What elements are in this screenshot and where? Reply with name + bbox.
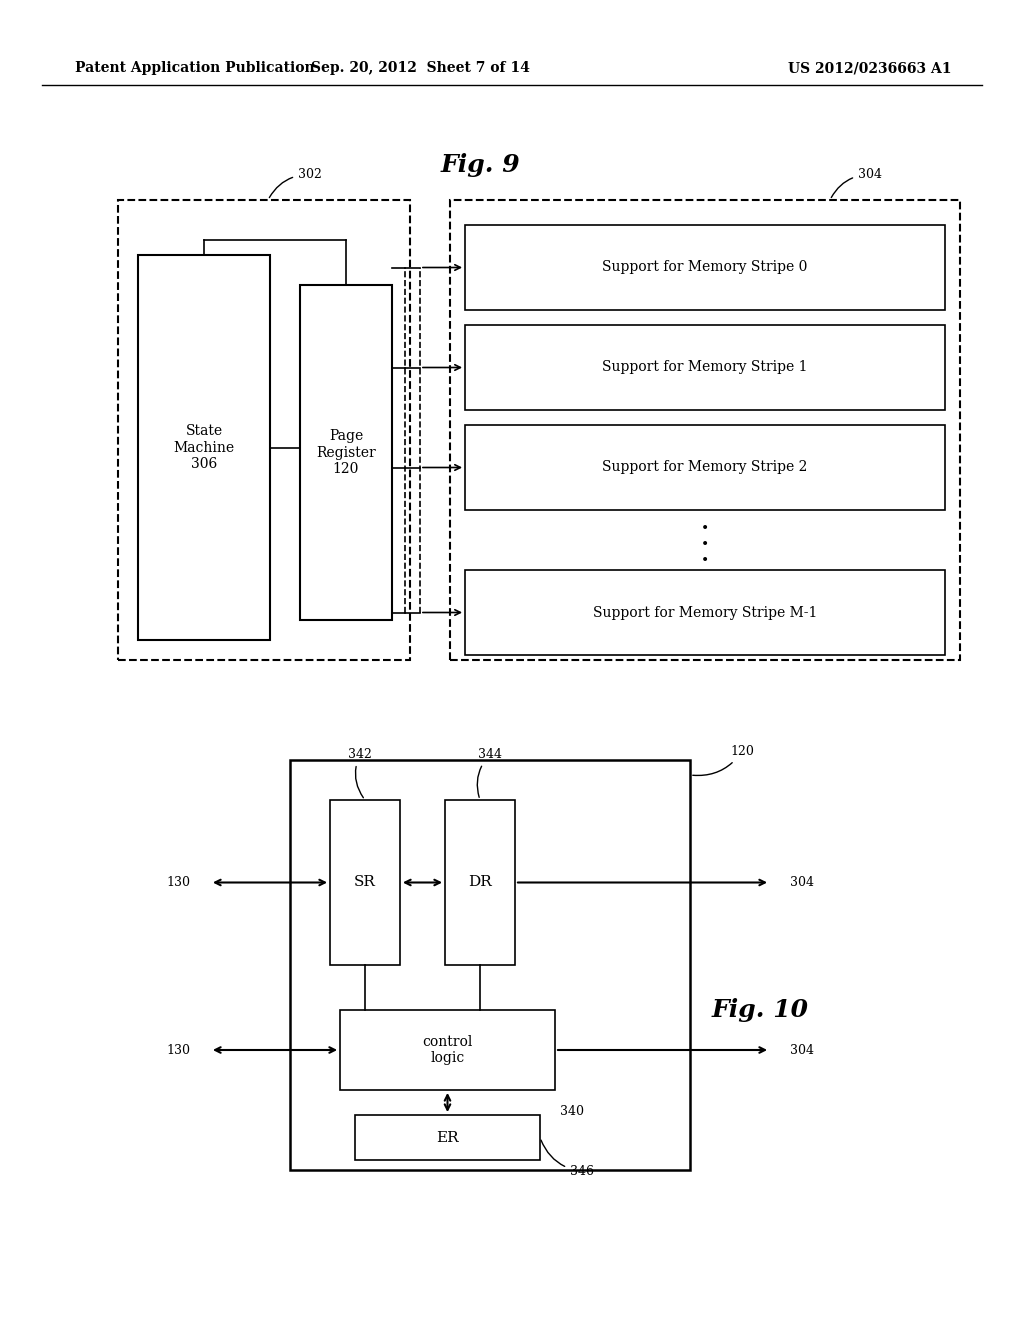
Text: 344: 344: [477, 748, 502, 797]
Text: 342: 342: [348, 748, 372, 797]
Text: 130: 130: [166, 1044, 190, 1056]
Text: 302: 302: [269, 168, 322, 198]
Bar: [445, 800, 515, 965]
Text: Fig. 9: Fig. 9: [440, 153, 520, 177]
Text: Fig. 10: Fig. 10: [712, 998, 809, 1022]
Bar: [465, 325, 945, 411]
Text: •
•
•: • • •: [700, 521, 710, 568]
Bar: [340, 1010, 555, 1090]
Text: SR: SR: [354, 875, 376, 890]
Text: Support for Memory Stripe 0: Support for Memory Stripe 0: [602, 260, 808, 275]
Text: control
logic: control logic: [422, 1035, 473, 1065]
Bar: [355, 1115, 540, 1160]
Text: Support for Memory Stripe M-1: Support for Memory Stripe M-1: [593, 606, 817, 619]
Text: 304: 304: [790, 876, 814, 888]
Text: 304: 304: [790, 1044, 814, 1056]
Bar: [300, 285, 392, 620]
Text: Support for Memory Stripe 1: Support for Memory Stripe 1: [602, 360, 808, 375]
Text: 304: 304: [831, 168, 882, 198]
Bar: [138, 255, 270, 640]
Bar: [465, 570, 945, 655]
Text: Patent Application Publication: Patent Application Publication: [75, 61, 314, 75]
Text: ER: ER: [436, 1130, 459, 1144]
Text: US 2012/0236663 A1: US 2012/0236663 A1: [788, 61, 951, 75]
Text: 340: 340: [560, 1105, 584, 1118]
Bar: [330, 800, 400, 965]
Text: 120: 120: [693, 744, 754, 775]
Text: Support for Memory Stripe 2: Support for Memory Stripe 2: [602, 461, 808, 474]
Bar: [290, 760, 690, 1170]
Text: 346: 346: [541, 1140, 594, 1177]
Text: DR: DR: [468, 875, 492, 890]
Bar: [465, 425, 945, 510]
Text: 130: 130: [166, 876, 190, 888]
Bar: [450, 201, 961, 660]
Bar: [118, 201, 410, 660]
Text: Sep. 20, 2012  Sheet 7 of 14: Sep. 20, 2012 Sheet 7 of 14: [310, 61, 529, 75]
Bar: [465, 224, 945, 310]
Text: State
Machine
306: State Machine 306: [173, 424, 234, 471]
Text: Page
Register
120: Page Register 120: [316, 429, 376, 475]
